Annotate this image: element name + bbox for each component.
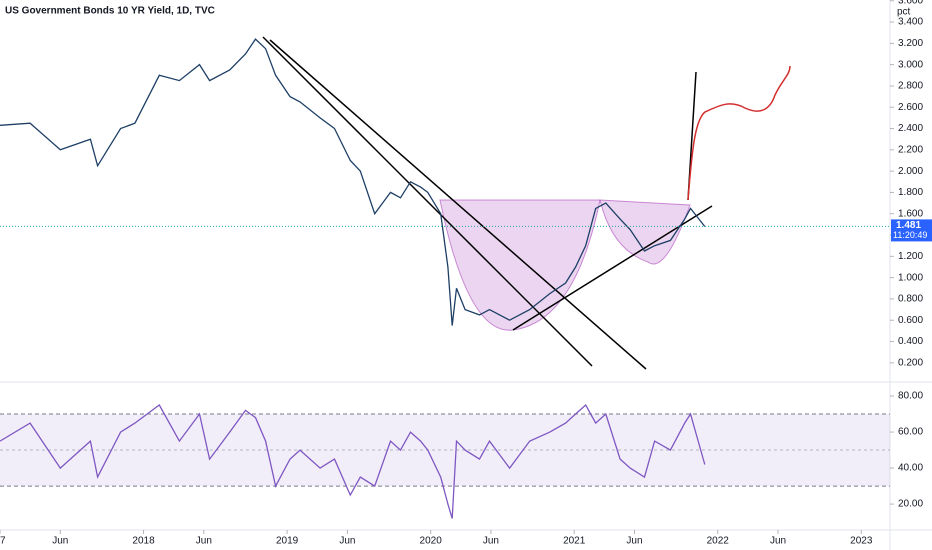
y-tick-label: 3.400 — [898, 17, 923, 28]
y-tick-label: 0.200 — [898, 357, 923, 368]
y-tick-label: 2.200 — [898, 144, 923, 155]
x-tick-label: 2022 — [707, 536, 730, 547]
trendline — [269, 39, 647, 370]
y-tick-label: 40.00 — [898, 463, 923, 474]
x-tick-label: 17 — [0, 536, 6, 547]
y-tick-label: 1.800 — [898, 187, 923, 198]
y-tick-label: 3.600 — [898, 0, 923, 6]
handle-shape — [599, 199, 691, 265]
x-tick-label: 2021 — [563, 536, 586, 547]
x-tick-label: 2019 — [276, 536, 299, 547]
x-tick-label: Jun — [770, 536, 786, 547]
x-tick-label: 2018 — [132, 536, 155, 547]
series-line — [0, 38, 706, 326]
y-tick-label: 0.600 — [898, 315, 923, 326]
countdown: 11:20:49 — [893, 230, 927, 240]
y-tick-label: 1.200 — [898, 251, 923, 262]
y-tick-label: 0.400 — [898, 336, 923, 347]
x-tick-label: Jun — [196, 536, 212, 547]
last-price: 1.481 — [896, 220, 921, 231]
y-tick-label: 1.000 — [898, 272, 923, 283]
y-tick-label: 1.600 — [898, 208, 923, 219]
trendline — [262, 36, 593, 367]
price-label-box — [891, 219, 932, 242]
y-tick-label: 2.400 — [898, 123, 923, 134]
x-tick-label: 2020 — [420, 536, 443, 547]
projection-path — [687, 65, 791, 201]
y-tick-label: 2.800 — [898, 81, 923, 92]
y-tick-label: 3.200 — [898, 38, 923, 49]
x-tick-label: Jun — [339, 536, 355, 547]
y-tick-label: 3.000 — [898, 59, 923, 70]
x-tick-label: Jun — [626, 536, 642, 547]
x-tick-label: 2023 — [850, 536, 873, 547]
x-tick-label: Jun — [52, 536, 68, 547]
chart-title: US Government Bonds 10 YR Yield, 1D, TVC — [5, 6, 215, 17]
y-tick-label: 2.600 — [898, 102, 923, 113]
axis-unit: pct — [897, 7, 911, 18]
series-line — [0, 403, 706, 519]
y-tick-label: 20.00 — [898, 499, 923, 510]
y-tick-label: 0.800 — [898, 294, 923, 305]
x-tick-label: Jun — [483, 536, 499, 547]
y-tick-label: 60.00 — [898, 427, 923, 438]
y-tick-label: 2.000 — [898, 166, 923, 177]
y-tick-label: 80.00 — [898, 391, 923, 402]
